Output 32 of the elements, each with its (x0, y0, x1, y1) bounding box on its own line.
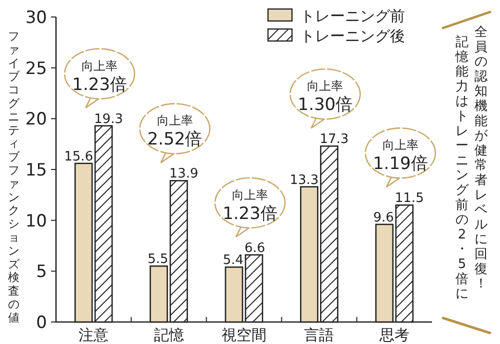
data-label: 13.3 (290, 172, 319, 188)
annotation: 向上率 1.19倍 (372, 138, 428, 174)
data-label: 5.5 (148, 252, 168, 268)
data-label: 13.9 (169, 166, 198, 182)
x-tick-label: 記憶 (154, 326, 184, 344)
text: 全員の認知機能が健常者レベルに回復！ (474, 25, 488, 292)
x-tick-label: 注意 (78, 326, 109, 344)
y-tick-label: 20 (25, 110, 47, 130)
x-tick-label: 視空間 (222, 326, 266, 344)
text: 記憶能力はトレーニング前の2・5倍に (456, 35, 468, 302)
y-tick-label: 5 (36, 262, 47, 282)
data-label: 17.3 (320, 132, 349, 148)
data-label: 6.6 (244, 240, 266, 256)
legend-label: トレーニング後 (300, 27, 405, 45)
legend-label: トレーニング前 (300, 7, 405, 25)
x-tick-label: 思考 (378, 326, 410, 344)
data-label: 19.3 (94, 112, 124, 127)
data-label: 15.6 (64, 149, 94, 164)
annotation: 向上率 1.30倍 (298, 79, 353, 116)
y-tick-label: 15 (25, 160, 47, 180)
data-label: 5.4 (222, 253, 244, 268)
annotation: 向上率 1.23倍 (72, 58, 128, 95)
y-tick-label: 0 (36, 313, 47, 333)
x-tick-label: 言語 (304, 326, 334, 344)
annotation: 向上率 2.52倍 (147, 114, 202, 150)
y-tick-label: 30 (25, 8, 47, 28)
text: ファイブコグニティブファンクションズ検査の値 (8, 29, 20, 324)
data-label: 11.5 (394, 191, 424, 206)
y-tick-label: 25 (25, 58, 47, 79)
y-tick-label: 10 (25, 211, 47, 232)
data-label: 9.6 (373, 210, 394, 226)
annotation: 向上率 1.23倍 (222, 188, 278, 224)
